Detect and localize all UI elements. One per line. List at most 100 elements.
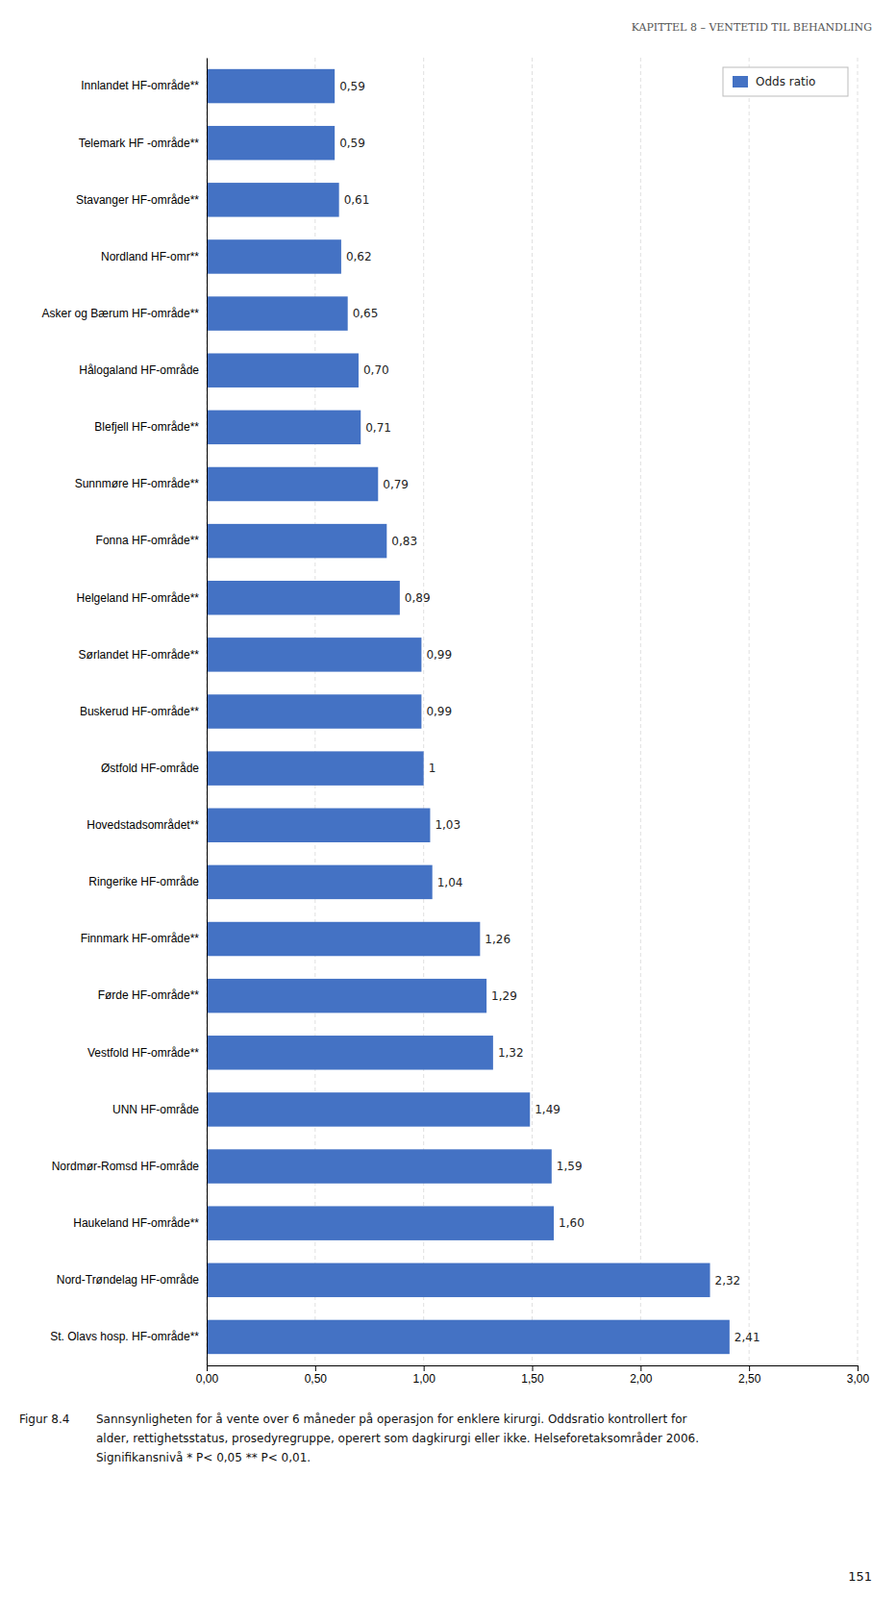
bar [206,1092,530,1126]
y-tick: Telemark HF -område** [78,136,200,150]
data-label: 0,59 [339,136,366,150]
grid-line [748,57,750,1366]
y-tick: Nord-Trøndelag HF-område [56,1272,200,1287]
y-tick-label: Finnmark HF-område** [80,931,200,946]
y-tick-label: Ringerike HF-område [88,874,200,889]
grid-line [857,57,859,1366]
bar [206,467,378,501]
data-label: 0,59 [339,79,366,94]
bar [206,239,342,274]
data-label: 0,61 [344,193,371,207]
y-tick: Buskerud HF-område** [79,704,200,719]
y-tick: UNN HF-område [112,1102,200,1117]
bars [206,69,730,1354]
data-label: 2,41 [734,1330,761,1344]
y-tick-label: Østfold HF-område [100,761,200,775]
y-tick-label: Nordland HF-omr** [100,249,200,264]
data-label: 1,29 [491,989,518,1003]
y-tick: Helgeland HF-område** [76,591,200,605]
bar [206,1319,730,1354]
bar [206,1035,494,1070]
y-tick: Sørlandet HF-område** [78,647,200,662]
y-tick-label: Asker og Bærum HF-område** [42,306,200,321]
bar [206,694,422,728]
y-tick-label: St. Olavs hosp. HF-område** [49,1329,200,1344]
y-tick-label: Haukeland HF-område** [73,1216,200,1230]
y-tick-label: Vestfold HF-område** [87,1045,200,1060]
legend-label: Odds ratio [755,74,816,89]
data-label: 1,26 [484,932,511,946]
y-tick: Nordland HF-omr** [100,249,200,264]
caption: Signifikansnivå * P< 0,05 ** P< 0,01. [96,1450,311,1465]
legend-box [722,67,848,97]
x-tick-label: 2,50 [738,1371,762,1386]
x-tick: 1,00 [412,1365,436,1386]
y-tick: Ringerike HF-område [88,874,200,889]
bar [206,410,361,445]
y-tick: Stavanger HF-område** [75,193,200,207]
bar [206,352,359,387]
caption-label: Figur 8.4 [19,1412,70,1426]
data-label: 1,03 [434,818,461,832]
x-tick-label: 0,00 [196,1371,220,1386]
y-tick: Østfold HF-område [100,761,200,775]
x-tick: 3,00 [846,1365,871,1386]
data-label: 1 [428,761,437,775]
data-label: 0,89 [404,591,431,605]
bar [206,865,433,899]
plot: 0,000,501,001,502,002,503,00Innlandet HF… [42,57,871,1386]
x-tick-label: 3,00 [846,1371,871,1386]
y-tick: Sunnmøre HF-område** [74,476,200,491]
bar [206,808,430,843]
header: KAPITTEL 8 – VENTETID TIL BEHANDLING [631,21,872,34]
grid [206,57,858,1366]
x-tick: 0,50 [304,1365,328,1386]
y-tick-label: Hålogaland HF-område [78,363,200,377]
data-label: 1,04 [437,875,464,890]
page-number: 151 [847,1568,872,1584]
bar [206,182,340,217]
x-tick-mark [857,1365,859,1371]
data-label: 1,59 [556,1159,583,1173]
y-tick-label: Førde HF-område** [98,988,200,1002]
data-label: 0,99 [425,704,452,719]
y-tick-label: UNN HF-område [112,1102,200,1117]
y-tick-label: Helgeland HF-område** [76,591,200,605]
x-tick-mark [748,1365,750,1371]
data-label: 0,99 [425,647,452,662]
grid-line [206,57,208,1366]
y-tick-label: Nord-Trøndelag HF-område [56,1272,200,1287]
y-tick-label: Buskerud HF-område** [79,704,200,719]
y-tick: Hovedstadsområdet** [86,818,200,832]
y-tick: Haukeland HF-område** [73,1216,200,1230]
x-tick: 2,50 [738,1365,762,1386]
bar [206,523,387,558]
y-tick-label: Blefjell HF-område** [94,420,200,434]
caption: alder, rettighetsstatus, prosedyregruppe… [96,1431,699,1445]
y-tick: Hålogaland HF-område [78,363,200,377]
data-label: 2,32 [715,1273,742,1288]
y-tick: Finnmark HF-område** [80,931,200,946]
grid-line [640,57,642,1366]
axis-line [206,58,208,1367]
chart: 0,000,501,001,502,002,503,00Innlandet HF… [0,0,896,1600]
y-tick-label: Sunnmøre HF-område** [74,476,200,491]
y-tick: Nordmør-Romsd HF-område [51,1159,200,1173]
bar [206,978,487,1013]
y-tick: St. Olavs hosp. HF-område** [49,1329,200,1344]
y-tick-label: Sørlandet HF-område** [78,647,200,662]
x-tick-mark [206,1365,208,1371]
data-label: 0,71 [365,421,392,435]
bar [206,921,480,956]
x-tick-label: 0,50 [304,1371,328,1386]
x-tick-mark [423,1365,425,1371]
y-tick: Førde HF-område** [98,988,200,1002]
x-tick: 1,50 [521,1365,545,1386]
x-tick-mark [315,1365,317,1371]
x-tick: 2,00 [629,1365,653,1386]
x-tick-label: 1,50 [521,1371,545,1386]
y-tick-label: Telemark HF -område** [78,136,200,150]
y-tick: Vestfold HF-område** [87,1045,200,1060]
x-tick-mark [640,1365,642,1371]
bar [206,296,349,330]
